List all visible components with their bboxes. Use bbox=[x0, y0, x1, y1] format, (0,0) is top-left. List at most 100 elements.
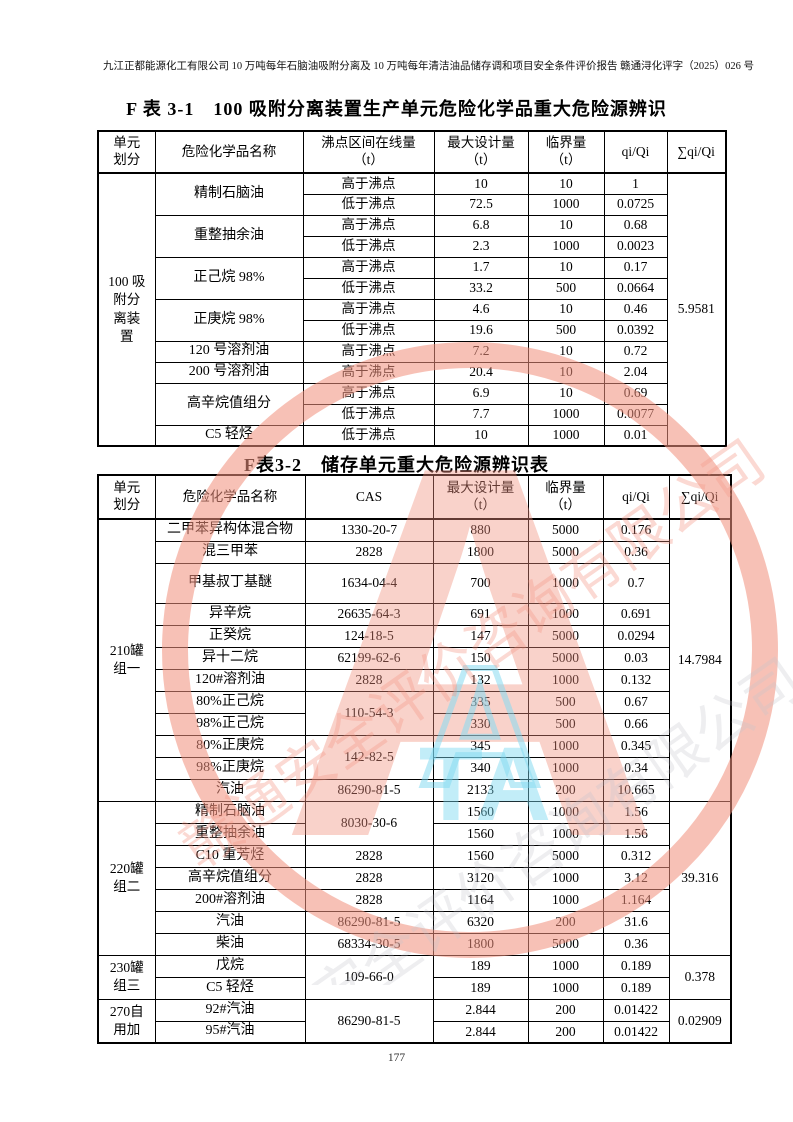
qi-ratio-cell: 2.04 bbox=[603, 361, 668, 384]
critical-qty-cell: 5000 bbox=[527, 518, 604, 542]
col-header-sum-ratio: ∑qi/Qi bbox=[666, 130, 727, 174]
critical-qty-cell: 1000 bbox=[527, 866, 604, 890]
qi-ratio-cell: 0.34 bbox=[602, 756, 670, 780]
boiling-range-cell: 低于沸点 bbox=[302, 235, 435, 258]
critical-qty-cell: 500 bbox=[527, 712, 604, 736]
qi-ratio-cell: 0.69 bbox=[603, 382, 668, 405]
table-row: 80%正庚烷 142-82-5 345 1000 0.345 bbox=[98, 734, 731, 780]
max-design-cell: 7.2 bbox=[433, 340, 529, 363]
cas-number-cell: 62199-62-6 bbox=[304, 646, 434, 670]
critical-qty-cell: 10 bbox=[527, 214, 605, 237]
chemical-name-cell: 高辛烷值组分 bbox=[154, 866, 306, 890]
table-row: 异十二烷 62199-62-6 150 5000 0.03 bbox=[98, 646, 731, 670]
chemical-name-cell: 200#溶剂油 bbox=[154, 888, 306, 912]
col-header-chemical: 危险化学品名称 bbox=[154, 474, 306, 520]
boiling-range-cell: 低于沸点 bbox=[302, 319, 435, 342]
unit-cell: 230罐 组三 bbox=[97, 954, 156, 1000]
qi-ratio-cell: 0.312 bbox=[602, 844, 670, 868]
critical-qty-cell: 1000 bbox=[527, 976, 604, 1000]
table-row: 200#溶剂油 2828 1164 1000 1.164 bbox=[98, 888, 731, 912]
chemical-name-cell: 甲基叔丁基醚 bbox=[154, 562, 306, 604]
critical-qty-cell: 1000 bbox=[527, 822, 604, 846]
table-row: C5 轻烃 低于沸点 10 1000 0.01 bbox=[98, 424, 726, 447]
cas-number-cell: 86290-81-5 bbox=[304, 910, 434, 934]
table-row: 100 吸 附分 离装 置精制石脑油 高于沸点 10 10 1 5.9581 bbox=[97, 172, 727, 447]
cas-number-cell: 110-54-3 bbox=[304, 690, 434, 736]
cas-number-cell: 26635-64-3 bbox=[304, 602, 434, 626]
max-design-cell: 10 bbox=[433, 172, 529, 195]
max-design-cell: 1560 bbox=[432, 822, 529, 846]
critical-qty-cell: 5000 bbox=[527, 540, 604, 564]
critical-qty-cell: 1000 bbox=[527, 403, 605, 426]
sum-ratio-cell: 39.316 bbox=[668, 800, 732, 956]
critical-qty-cell: 5000 bbox=[527, 624, 604, 648]
chemical-name-cell: 重整抽余油 bbox=[154, 214, 304, 258]
max-design-cell: 2133 bbox=[432, 778, 529, 802]
table-row: 汽油 86290-81-5 2133 200 10.665 bbox=[98, 778, 731, 802]
max-design-cell: 6.9 bbox=[433, 382, 529, 405]
boiling-range-cell: 高于沸点 bbox=[302, 214, 435, 237]
qi-ratio-cell: 0.0392 bbox=[603, 319, 668, 342]
max-design-cell: 2.844 bbox=[432, 1020, 529, 1044]
qi-ratio-cell: 31.6 bbox=[602, 910, 670, 934]
cas-number-cell: 8030-30-6 bbox=[304, 800, 434, 846]
table-row: 汽油 86290-81-5 6320 200 31.6 bbox=[98, 910, 731, 934]
unit-cell: 100 吸 附分 离装 置 bbox=[97, 172, 156, 447]
chemical-name-cell: 混三甲苯 bbox=[154, 540, 306, 564]
qi-ratio-cell: 0.01422 bbox=[602, 998, 670, 1022]
chemical-name-cell: 92#汽油 bbox=[154, 998, 306, 1022]
col-header-unit: 单元 划分 bbox=[97, 130, 156, 174]
table-row: 220罐 组二 精制石脑油 8030-30-6 1560 1000 1.56 39.316 bbox=[97, 800, 732, 956]
chemical-name-cell: 98%正己烷 bbox=[154, 712, 306, 736]
critical-qty-cell: 500 bbox=[527, 319, 605, 342]
critical-qty-cell: 1000 bbox=[527, 668, 604, 692]
critical-qty-cell: 1000 bbox=[527, 193, 605, 216]
sum-ratio-cell: 5.9581 bbox=[666, 172, 727, 447]
cas-number-cell: 1330-20-7 bbox=[304, 518, 434, 542]
qi-ratio-cell: 1.164 bbox=[602, 888, 670, 912]
chemical-name-cell: C5 轻烃 bbox=[154, 424, 304, 447]
chemical-name-cell: 精制石脑油 bbox=[154, 172, 304, 216]
chemical-name-cell: 戊烷 bbox=[154, 954, 306, 978]
table-3-2: 单元 划分 危险化学品名称 CAS 最大设计量 （t） 临界量 （t） qi/Q… bbox=[97, 474, 732, 1044]
chemical-name-cell: 120#溶剂油 bbox=[154, 668, 306, 692]
max-design-cell: 1560 bbox=[432, 800, 529, 824]
chemical-name-cell: 正己烷 98% bbox=[154, 256, 304, 300]
cas-number-cell: 124-18-5 bbox=[304, 624, 434, 648]
qi-ratio-cell: 0.0023 bbox=[603, 235, 668, 258]
critical-qty-cell: 200 bbox=[527, 1020, 604, 1044]
boiling-range-cell: 低于沸点 bbox=[302, 277, 435, 300]
sum-ratio-cell: 0.378 bbox=[668, 954, 732, 1000]
col-header-qi-ratio: qi/Qi bbox=[603, 130, 668, 174]
unit-cell: 220罐 组二 bbox=[97, 800, 156, 956]
critical-qty-cell: 5000 bbox=[527, 844, 604, 868]
chemical-name-cell: 95#汽油 bbox=[154, 1020, 306, 1044]
table-row: 低于沸点 72.5 1000 0.0725 bbox=[98, 193, 726, 216]
qi-ratio-cell: 0.66 bbox=[602, 712, 670, 736]
sum-ratio-cell: 0.02909 bbox=[668, 998, 732, 1044]
table-row: 正癸烷 124-18-5 147 5000 0.0294 bbox=[98, 624, 731, 648]
critical-qty-cell: 1000 bbox=[527, 562, 604, 604]
max-design-cell: 147 bbox=[432, 624, 529, 648]
table-row: 低于沸点 19.6 500 0.0392 bbox=[98, 319, 726, 342]
chemical-name-cell: C10 重芳烃 bbox=[154, 844, 306, 868]
table-row: 120#溶剂油 2828 132 1000 0.132 bbox=[98, 668, 731, 692]
table-3-1-title: F 表 3-1 100 吸附分离装置生产单元危险化学品重大危险源辨识 bbox=[126, 99, 667, 119]
critical-qty-cell: 1000 bbox=[527, 734, 604, 758]
max-design-cell: 345 bbox=[432, 734, 529, 758]
max-design-cell: 691 bbox=[432, 602, 529, 626]
chemical-name-cell: 汽油 bbox=[154, 778, 306, 802]
chemical-name-cell: 98%正庚烷 bbox=[154, 756, 306, 780]
qi-ratio-cell: 0.0725 bbox=[603, 193, 668, 216]
cas-number-cell: 68334-30-5 bbox=[304, 932, 434, 956]
col-header-qi-ratio: qi/Qi bbox=[602, 474, 670, 520]
critical-qty-cell: 10 bbox=[527, 172, 605, 195]
critical-qty-cell: 1000 bbox=[527, 602, 604, 626]
unit-cell: 210罐 组一 bbox=[97, 518, 156, 802]
chemical-name-cell: 120 号溶剂油 bbox=[154, 340, 304, 363]
qi-ratio-cell: 0.68 bbox=[603, 214, 668, 237]
qi-ratio-cell: 0.189 bbox=[602, 976, 670, 1000]
qi-ratio-cell: 0.03 bbox=[602, 646, 670, 670]
qi-ratio-cell: 0.0294 bbox=[602, 624, 670, 648]
col-header-critical: 临界量 （t） bbox=[527, 474, 604, 520]
